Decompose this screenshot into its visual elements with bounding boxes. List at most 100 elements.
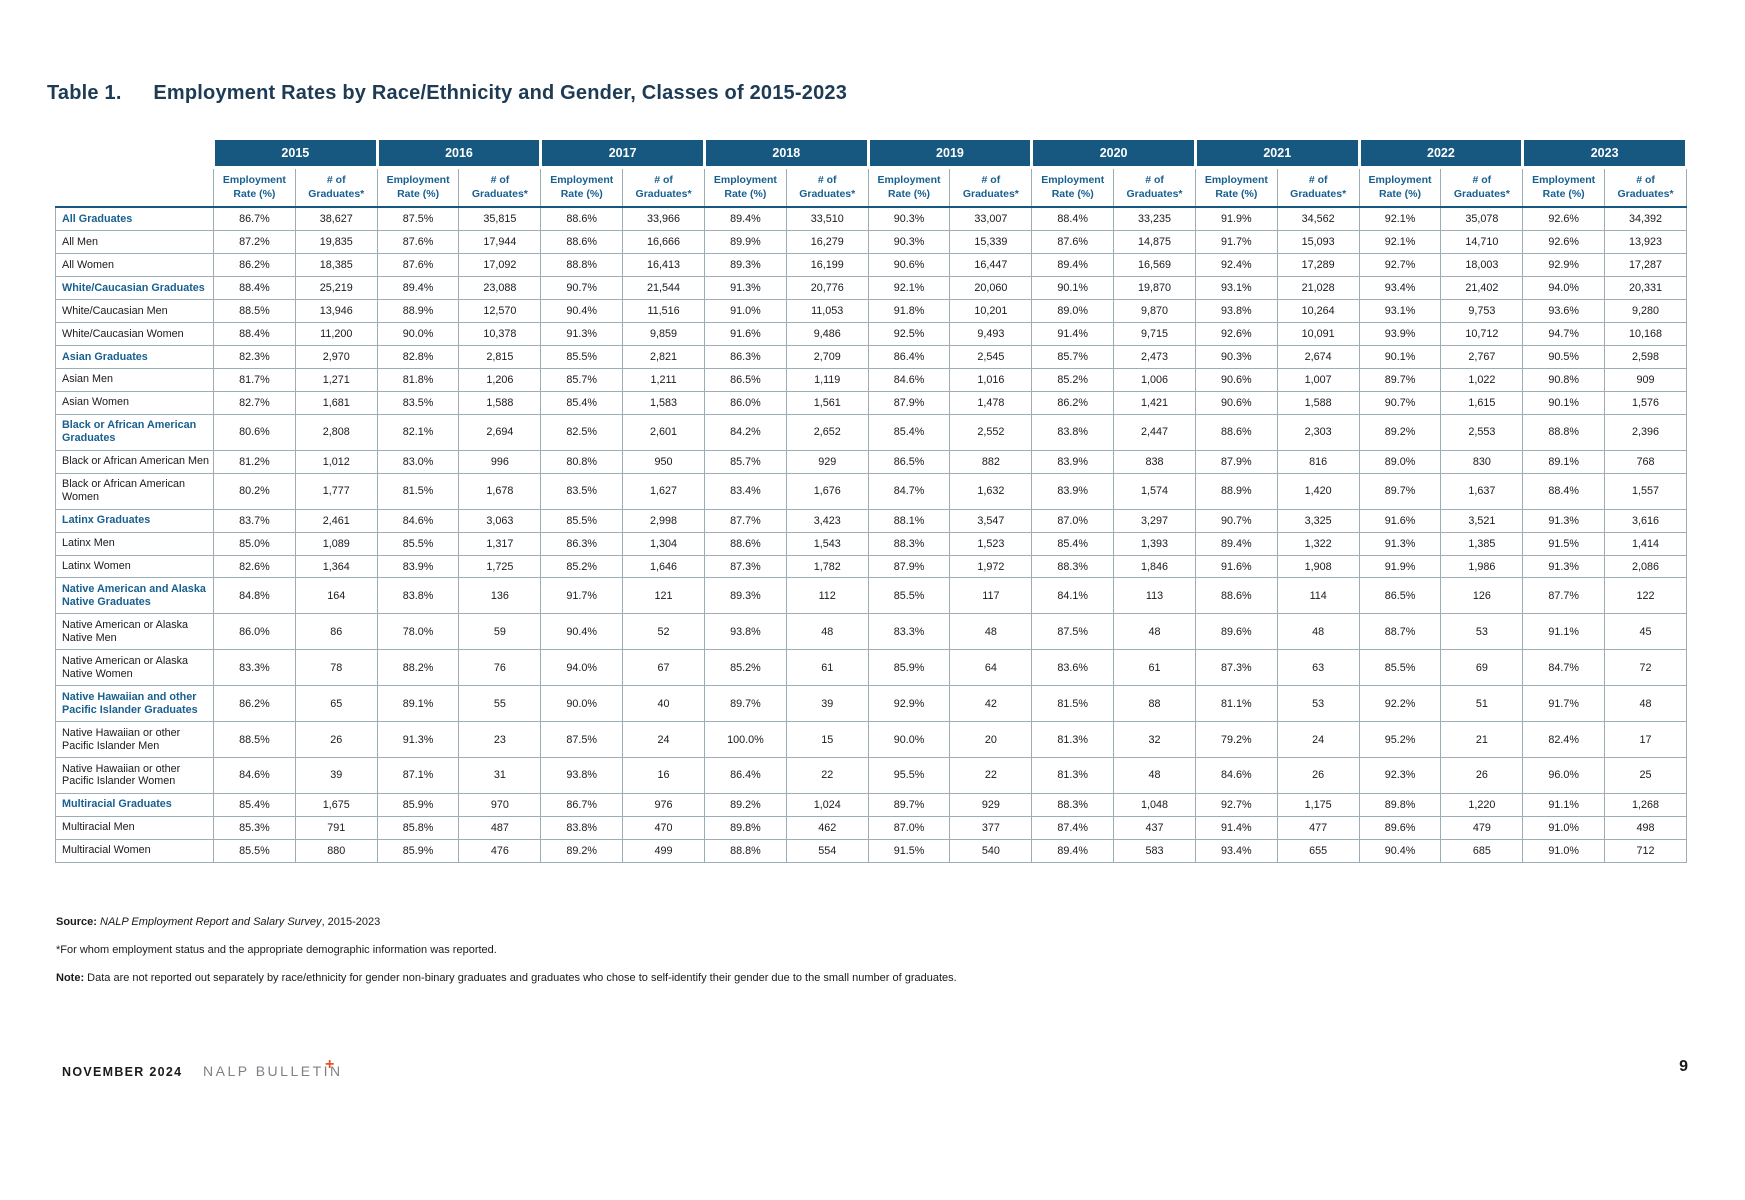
graduates-cell: 48: [785, 613, 869, 651]
rate-cell: 90.8%: [1522, 367, 1606, 392]
rate-cell: 90.7%: [1194, 508, 1278, 533]
row-label: All Men: [55, 230, 214, 255]
rate-cell: 90.0%: [867, 721, 951, 759]
rate-cell: 83.9%: [376, 554, 460, 579]
graduates-header: # of Graduates*: [1276, 167, 1360, 209]
rate-cell: 85.2%: [540, 554, 624, 579]
rate-cell: 90.6%: [867, 253, 951, 278]
graduates-cell: 1,782: [785, 554, 869, 579]
graduates-cell: 48: [1276, 613, 1360, 651]
graduates-cell: 76: [458, 649, 542, 687]
rate-cell: 87.5%: [540, 721, 624, 759]
graduates-cell: 14,710: [1440, 230, 1524, 255]
row-label: Multiracial Graduates: [55, 792, 214, 817]
graduates-cell: 976: [622, 792, 705, 817]
issue-date: NOVEMBER 2024: [62, 1065, 183, 1079]
row-label: Multiracial Women: [55, 838, 214, 863]
graduates-cell: 830: [1440, 449, 1524, 474]
rate-cell: 81.3%: [1031, 721, 1115, 759]
rate-cell: 88.3%: [867, 531, 951, 556]
row-label: All Women: [55, 253, 214, 278]
rate-cell: 86.5%: [1358, 577, 1442, 615]
graduates-cell: 61: [785, 649, 869, 687]
graduates-cell: 1,675: [294, 792, 378, 817]
graduates-cell: 21: [1440, 721, 1524, 759]
graduates-cell: 2,545: [949, 345, 1033, 369]
source-title: NALP Employment Report and Salary Survey: [96, 916, 322, 928]
graduates-cell: 479: [1440, 815, 1524, 840]
rate-cell: 88.9%: [376, 299, 460, 324]
graduates-cell: 25: [1604, 757, 1687, 794]
rate-cell: 90.7%: [540, 276, 624, 301]
rate-cell: 91.5%: [1522, 531, 1606, 556]
rate-cell: 91.3%: [1358, 531, 1442, 556]
rate-cell: 89.3%: [703, 577, 787, 615]
table-row: Asian Men 81.7% 1,271 81.8% 1,206 85.7% 1,211 8…: [55, 367, 1687, 392]
rate-cell: 90.3%: [867, 230, 951, 255]
graduates-cell: 3,547: [949, 508, 1033, 533]
rate-cell: 92.7%: [1358, 253, 1442, 278]
graduates-cell: 33,966: [622, 206, 705, 232]
rate-cell: 81.5%: [376, 472, 460, 510]
graduates-cell: 1,583: [622, 390, 705, 415]
graduates-cell: 685: [1440, 838, 1524, 863]
graduates-cell: 838: [1113, 449, 1196, 474]
table-row: Native Hawaiian or other Pacific Islande…: [55, 757, 1687, 794]
graduates-cell: 21,402: [1440, 276, 1524, 301]
rate-cell: 83.4%: [703, 472, 787, 510]
graduates-cell: 22: [785, 757, 869, 794]
row-label: Latinx Men: [55, 531, 214, 556]
graduates-cell: 2,461: [294, 508, 378, 533]
employment-rate-header: Employment Rate (%): [540, 167, 624, 209]
rate-cell: 87.0%: [867, 815, 951, 840]
graduates-cell: 1,986: [1440, 554, 1524, 579]
graduates-cell: 1,006: [1113, 367, 1196, 392]
rate-cell: 84.2%: [703, 413, 787, 451]
nalp-bulletin-logo: NALP BULLETIN: [203, 1063, 343, 1079]
rate-cell: 91.0%: [1522, 838, 1606, 863]
rate-cell: 87.2%: [213, 230, 296, 255]
row-label: Latinx Graduates: [55, 508, 214, 533]
graduates-cell: 15,339: [949, 230, 1033, 255]
rate-cell: 89.7%: [867, 792, 951, 817]
rate-cell: 82.6%: [213, 554, 296, 579]
graduates-cell: 1,119: [785, 367, 869, 392]
graduates-cell: 2,396: [1604, 413, 1687, 451]
rate-cell: 89.7%: [1358, 367, 1442, 392]
rate-cell: 89.9%: [703, 230, 787, 255]
graduates-cell: 1,421: [1113, 390, 1196, 415]
graduates-cell: 2,821: [622, 345, 705, 369]
graduates-cell: 1,022: [1440, 367, 1524, 392]
row-label: Asian Graduates: [55, 345, 214, 369]
rate-cell: 88.4%: [213, 276, 296, 301]
rate-cell: 82.8%: [376, 345, 460, 369]
graduates-cell: 20,776: [785, 276, 869, 301]
row-label: Asian Women: [55, 390, 214, 415]
footnote-line: *For whom employment status and the appr…: [56, 943, 497, 956]
graduates-cell: 18,003: [1440, 253, 1524, 278]
rate-cell: 88.3%: [1031, 554, 1115, 579]
year-header-2022: 2022: [1357, 137, 1525, 169]
graduates-cell: 2,709: [785, 345, 869, 369]
page-title: Table 1. Employment Rates by Race/Ethnic…: [47, 82, 847, 105]
rate-cell: 88.8%: [1522, 413, 1606, 451]
rate-cell: 84.1%: [1031, 577, 1115, 615]
rate-cell: 90.5%: [1522, 345, 1606, 369]
graduates-cell: 1,420: [1276, 472, 1360, 510]
rate-cell: 95.2%: [1358, 721, 1442, 759]
graduates-cell: 437: [1113, 815, 1196, 840]
rate-cell: 92.6%: [1522, 206, 1606, 232]
table-row: Black or African American Men 81.2% 1,012 8…: [55, 449, 1687, 474]
graduates-cell: 17,287: [1604, 253, 1687, 278]
rate-cell: 86.0%: [213, 613, 296, 651]
row-label: White/Caucasian Graduates: [55, 276, 214, 301]
graduates-cell: 1,393: [1113, 531, 1196, 556]
table-row: All Men 87.2% 19,835 87.6% 17,944 88.6% 16,666…: [55, 230, 1687, 255]
graduates-cell: 10,201: [949, 299, 1033, 324]
employment-table: 2015 2016 2017 2018 2019 2020 2021 2022 2023 Empl…: [55, 137, 1688, 863]
graduates-cell: 1,220: [1440, 792, 1524, 817]
rate-cell: 85.7%: [703, 449, 787, 474]
rate-cell: 85.5%: [540, 508, 624, 533]
graduates-cell: 112: [785, 577, 869, 615]
rate-cell: 88.3%: [1031, 792, 1115, 817]
